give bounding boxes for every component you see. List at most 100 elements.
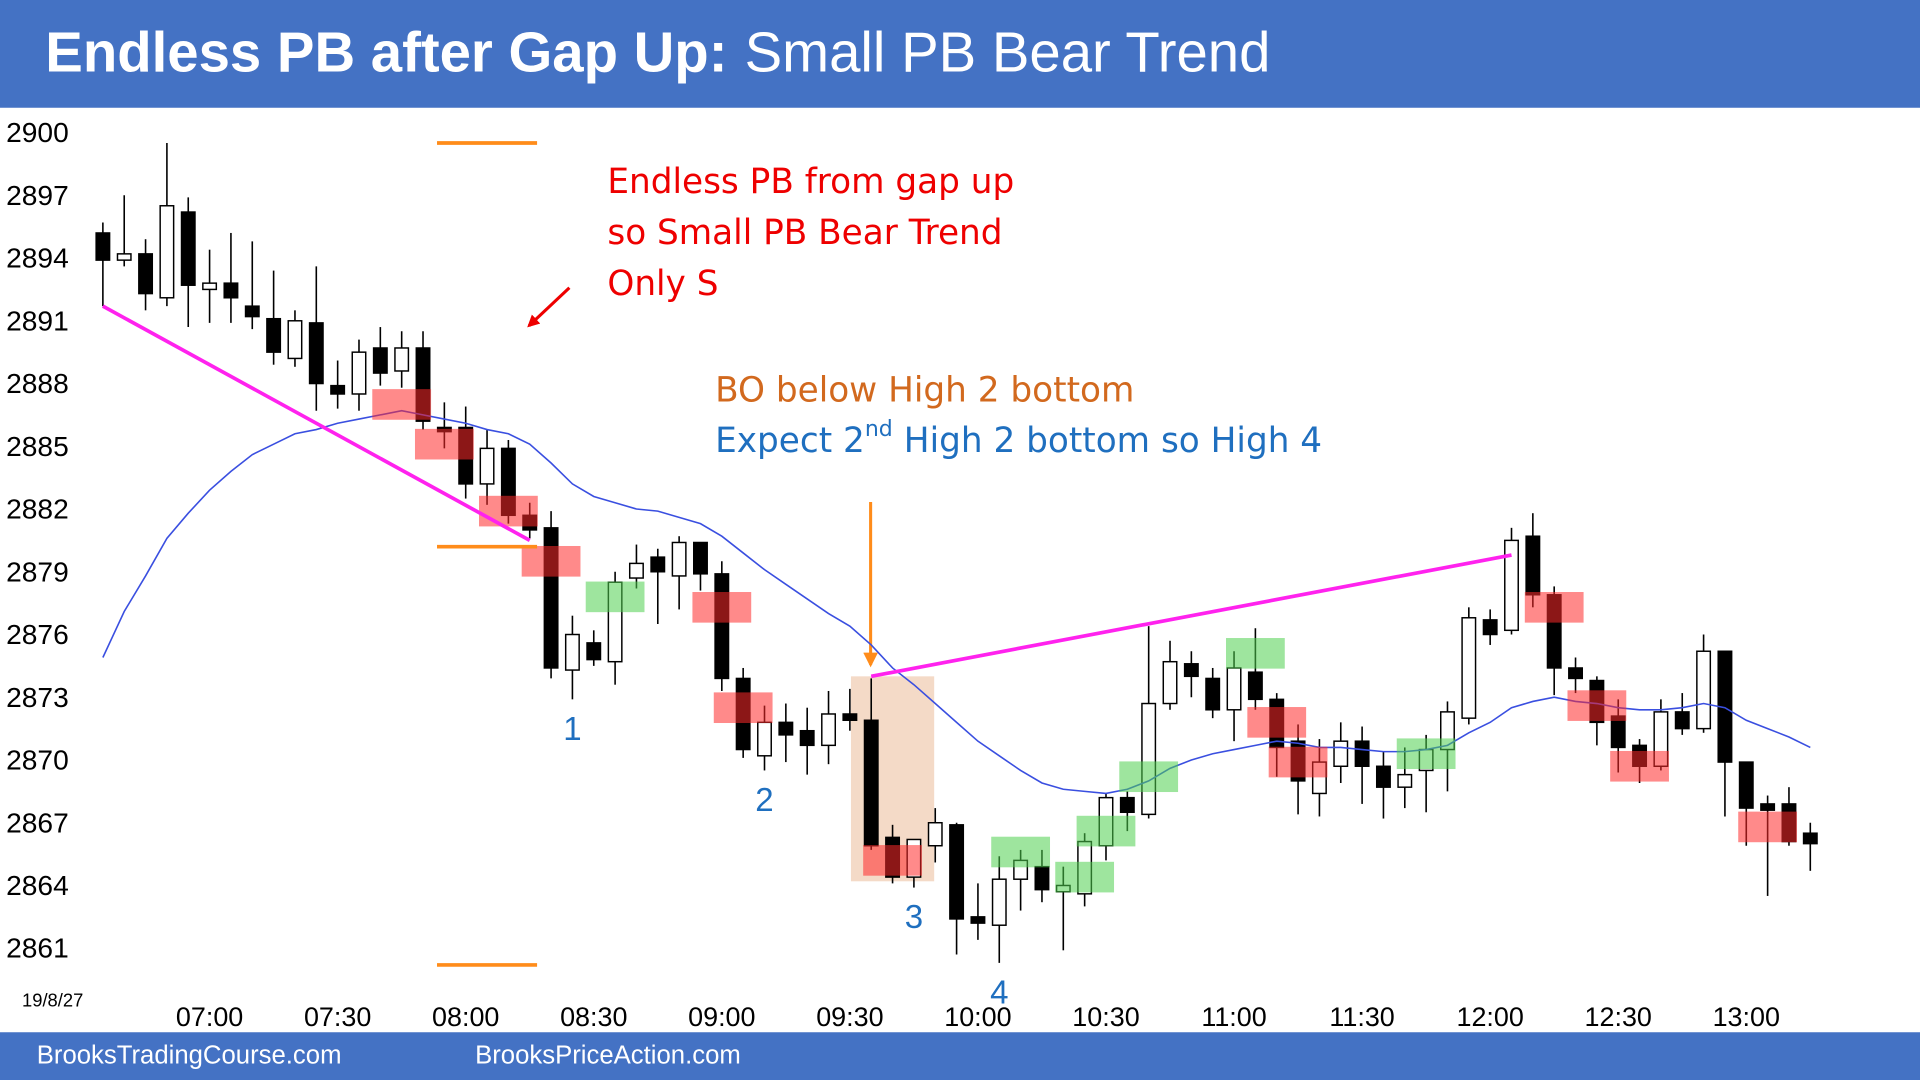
bar-number: 1 (563, 711, 581, 748)
signal-highlight (479, 495, 538, 527)
candle-body-down (1354, 740, 1370, 767)
candle-body-up (1226, 667, 1242, 711)
annotation-arrow (527, 286, 571, 328)
candle-body-up (671, 541, 687, 577)
y-tick-label: 2870 (6, 745, 69, 776)
bar-number: 2 (755, 782, 773, 819)
header-bar (0, 0, 1920, 108)
candle-body-down (1119, 796, 1135, 814)
y-tick-label: 2876 (6, 619, 69, 650)
annotation-part: Expect 2 (715, 421, 865, 461)
candle-body-down (180, 211, 196, 286)
signal-highlight (713, 692, 773, 724)
candle-body-up (757, 721, 772, 757)
y-tick-label: 2879 (6, 556, 69, 587)
x-tick-label: 10:00 (944, 1002, 1011, 1032)
candle-body-down (1034, 865, 1050, 891)
x-tick-label: 12:00 (1456, 1002, 1523, 1032)
candle-body-up (287, 320, 303, 360)
candle-body-down (1738, 761, 1754, 809)
y-tick-label: 2873 (6, 682, 69, 713)
annotation-part: High 2 bottom so High 4 (904, 421, 1322, 461)
signal-highlight (1055, 861, 1115, 893)
signal-highlight (1396, 738, 1456, 770)
candle-body-down (1525, 535, 1541, 596)
candle-body-up (991, 878, 1007, 926)
candle-body-up (1141, 702, 1157, 816)
chart-title: Endless PB after Gap Up: Small PB Bear Tr… (45, 20, 1270, 83)
candle-body-down (778, 721, 794, 736)
candle-body-down (1802, 832, 1818, 845)
annotation-text: Only S (607, 264, 718, 304)
candle-body-up (351, 351, 367, 395)
candle-body-down (95, 232, 111, 261)
signal-highlight (1610, 750, 1669, 782)
x-tick-label: 09:30 (816, 1002, 883, 1032)
signal-highlight (863, 845, 922, 876)
x-tick-label: 11:30 (1329, 1002, 1394, 1032)
annotation-text: so Small PB Bear Trend (607, 213, 1002, 253)
signal-highlight (1524, 592, 1584, 623)
y-tick-label: 2891 (6, 305, 69, 336)
signal-highlight (414, 428, 474, 460)
candle-body-down (693, 541, 708, 575)
signal-highlight (1226, 638, 1285, 669)
candle-body-up (1461, 617, 1477, 719)
signal-highlight (585, 581, 645, 613)
candle-body-up (116, 253, 132, 261)
date-label: 19/8/27 (22, 989, 83, 1010)
candle-body-down (970, 916, 986, 924)
y-tick-label: 2864 (6, 870, 69, 901)
candle-body-up (1162, 660, 1178, 705)
candle-body-down (650, 556, 666, 573)
annotation-text: Expect 2nd High 2 bottom so High 4 (715, 417, 1322, 461)
candle-body-down (586, 642, 602, 661)
candle-body-up (821, 713, 837, 747)
candle-body-down (1482, 619, 1498, 636)
x-tick-label: 12:30 (1585, 1002, 1652, 1032)
footer-bar (0, 1032, 1920, 1080)
y-tick-label: 2900 (6, 117, 69, 148)
candle-body-down (1568, 667, 1584, 680)
annotation-text: BO below High 2 bottom (715, 370, 1134, 410)
x-tick-label: 07:30 (304, 1002, 371, 1032)
signal-highlight (1567, 690, 1627, 721)
bar-number: 3 (905, 899, 923, 936)
candle-body-down (842, 713, 858, 721)
footer-left: BrooksTradingCourse.com (37, 1042, 342, 1070)
y-tick-label: 2885 (6, 431, 69, 462)
footer-right: BrooksPriceAction.com (475, 1042, 741, 1070)
signal-highlight (1076, 815, 1136, 847)
signal-highlight (372, 389, 432, 420)
candle-body-up (628, 562, 644, 579)
y-tick-label: 2888 (6, 368, 69, 399)
trend-line (870, 553, 1512, 679)
candle-body-down (372, 347, 388, 374)
candle-body-up (1397, 773, 1413, 788)
candle-body-up (1504, 539, 1519, 632)
x-tick-label: 07:00 (176, 1002, 243, 1032)
candle-body-up (564, 633, 580, 671)
signal-highlight (692, 592, 752, 623)
candle-body-down (244, 305, 260, 318)
y-tick-label: 2882 (6, 494, 69, 525)
candle-body-down (949, 824, 965, 920)
title-rest: Small PB Bear Trend (745, 20, 1271, 83)
candle-body-down (1674, 711, 1690, 730)
candle-body-up (1696, 650, 1712, 730)
y-tick-label: 2897 (6, 180, 69, 211)
bar-number: 4 (990, 974, 1008, 1011)
candle-body-down (223, 282, 239, 299)
x-tick-label: 09:00 (688, 1002, 755, 1032)
candle-body-down (138, 253, 154, 295)
candle-body-up (394, 347, 410, 372)
candle-body-up (479, 447, 495, 485)
y-tick-label: 2894 (6, 243, 69, 274)
candle-body-down (330, 384, 346, 395)
signal-highlight (1738, 811, 1798, 843)
annotation-text: Endless PB from gap up (607, 162, 1014, 202)
candle-body-down (799, 729, 815, 747)
x-tick-label: 13:00 (1713, 1002, 1780, 1032)
